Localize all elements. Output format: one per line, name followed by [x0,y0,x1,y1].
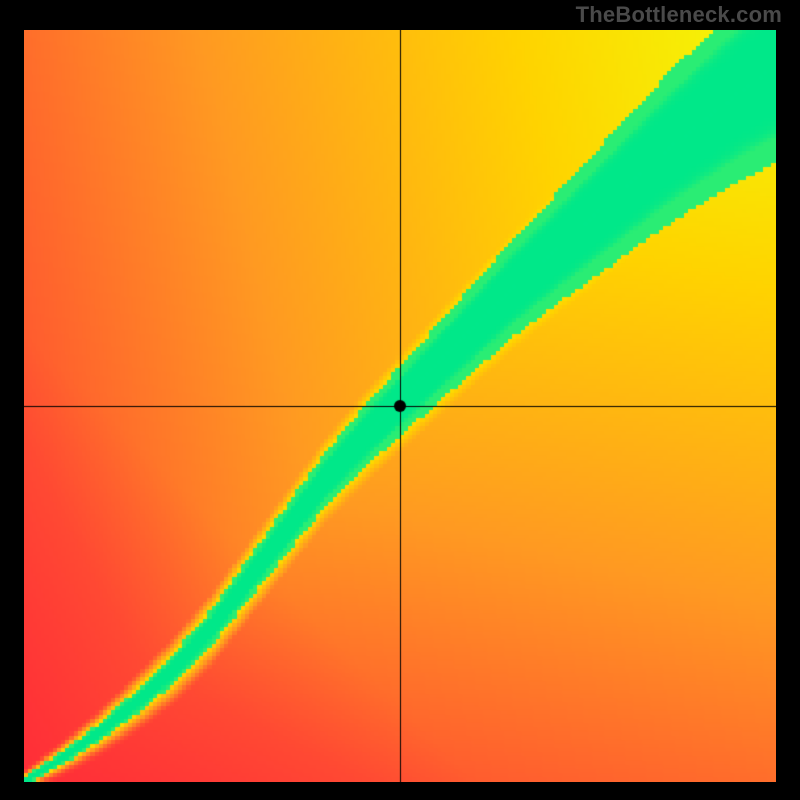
chart-frame: TheBottleneck.com [0,0,800,800]
heatmap-canvas [24,30,776,782]
watermark-label: TheBottleneck.com [576,2,782,28]
plot-area [24,30,776,782]
